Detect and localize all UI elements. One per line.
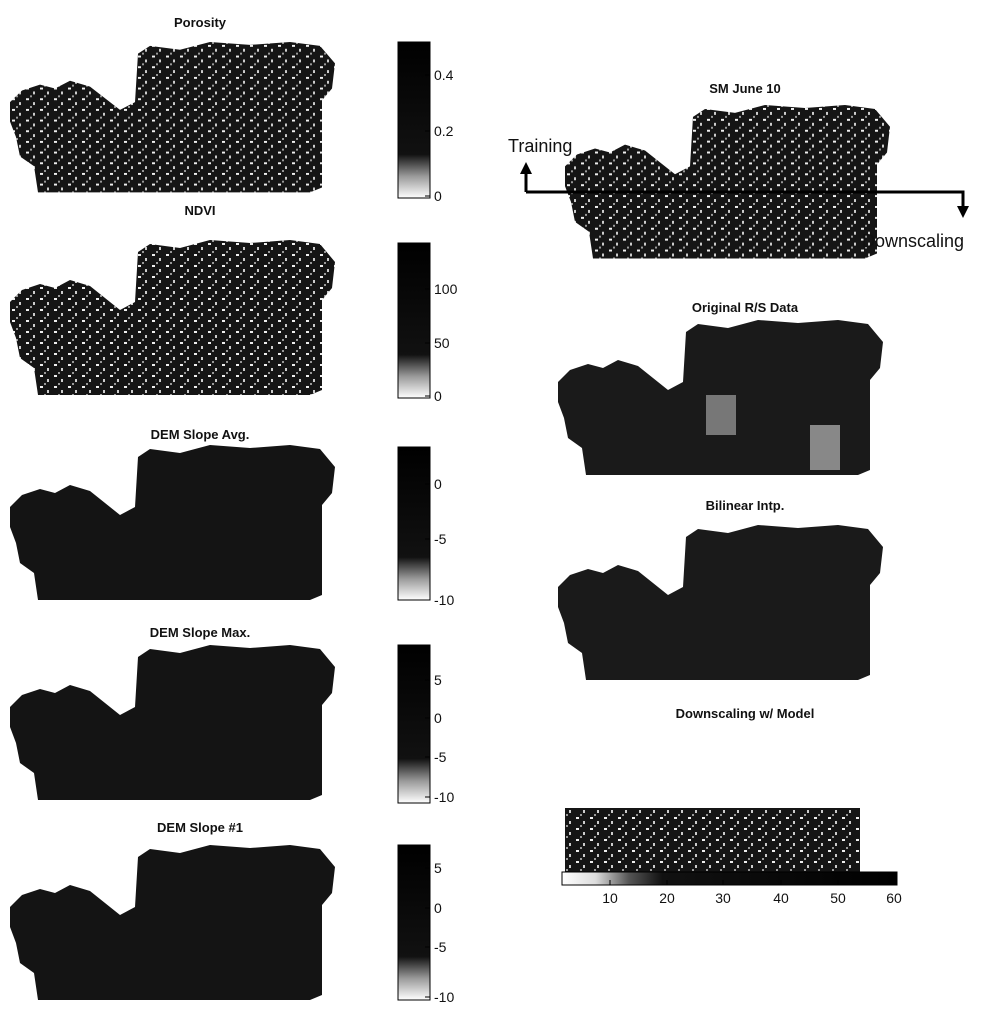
colorbar-tick-label: 0 (434, 388, 442, 404)
panel-title: Downscaling w/ Model (676, 706, 815, 721)
colorbar-tick-label: 100 (434, 281, 458, 297)
panel-title: DEM Slope #1 (157, 820, 243, 835)
map-ndvi (10, 240, 335, 395)
colorbar-tick-label: 0 (434, 188, 442, 204)
colorbar-tick-label: 20 (659, 890, 675, 906)
colorbar-tick-label: 0 (434, 476, 442, 492)
colorbar-tick-label: -5 (434, 939, 447, 955)
colorbar-tick-label: 0 (434, 900, 442, 916)
colorbar (562, 872, 897, 885)
panel-title: NDVI (184, 203, 215, 218)
colorbar-tick-label: -5 (434, 749, 447, 765)
panel-title: SM June 10 (709, 81, 781, 96)
map-sm (565, 105, 890, 258)
colorbar-tick-label: 0.4 (434, 67, 454, 83)
colorbar-tick-label: -10 (434, 989, 454, 1005)
annotation: Downscaling (862, 231, 964, 251)
map-porosity (10, 42, 335, 192)
map-slope-avg (10, 445, 335, 600)
colorbar-tick-label: -10 (434, 789, 454, 805)
map-slope-max (10, 645, 335, 800)
colorbar-tick-label: 0 (434, 710, 442, 726)
panel-title: Original R/S Data (692, 300, 799, 315)
map-patch (706, 395, 736, 435)
colorbar-tick-label: -5 (434, 531, 447, 547)
map-bilinear (558, 525, 883, 680)
colorbar-tick-label: 50 (434, 335, 450, 351)
figure: Training Downscaling Porosity 0.4 0.2 0 NDVI… (0, 0, 990, 1005)
colorbar-tick-label: 60 (886, 890, 902, 906)
colorbar (398, 447, 430, 600)
panel-title: DEM Slope Avg. (151, 427, 250, 442)
colorbar (398, 645, 430, 803)
colorbar-tick-label: 50 (830, 890, 846, 906)
colorbar (398, 243, 430, 398)
colorbar-tick-label: 40 (773, 890, 789, 906)
annotation: Training (508, 136, 572, 156)
colorbar (398, 42, 430, 198)
panel-title: Porosity (174, 15, 227, 30)
colorbar-tick-label: 5 (434, 860, 442, 876)
colorbar-tick-label: 5 (434, 672, 442, 688)
colorbar-tick-label: 10 (602, 890, 618, 906)
map-slope-1 (10, 845, 335, 1000)
colorbar-tick-label: 30 (715, 890, 731, 906)
colorbar-tick-label: 0.2 (434, 123, 454, 139)
panel-title: Bilinear Intp. (706, 498, 785, 513)
colorbar-tick-label: -10 (434, 592, 454, 608)
map-patch (810, 425, 840, 470)
panel-title: DEM Slope Max. (150, 625, 250, 640)
